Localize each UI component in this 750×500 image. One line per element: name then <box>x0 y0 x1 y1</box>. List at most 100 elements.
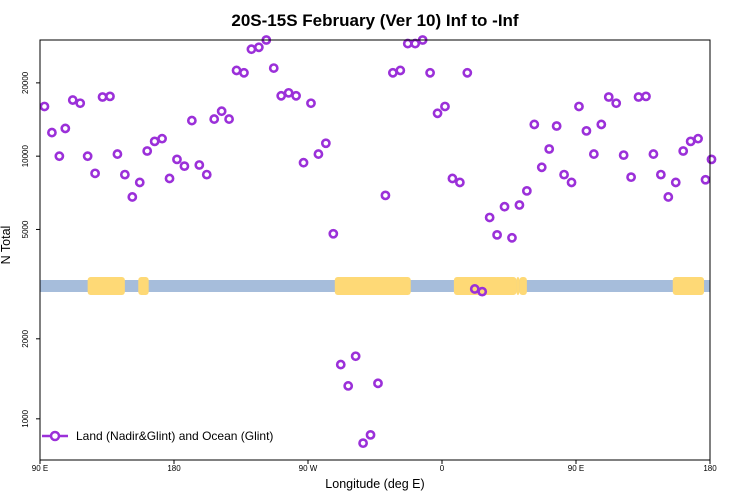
land-segment <box>334 277 411 295</box>
data-point <box>82 151 93 162</box>
data-point <box>581 125 592 136</box>
data-point <box>603 92 614 102</box>
data-point <box>239 67 249 78</box>
data-point <box>216 106 227 117</box>
data-point <box>112 149 123 159</box>
data-point <box>447 173 458 184</box>
data-point <box>425 67 435 78</box>
data-point <box>492 229 502 240</box>
data-point <box>105 91 115 102</box>
data-point <box>90 168 100 179</box>
data-point <box>663 192 674 202</box>
y-tick-label: 10000 <box>21 144 30 167</box>
land-segment <box>672 277 705 295</box>
data-point <box>172 154 182 165</box>
x-tick-label: 180 <box>703 464 717 473</box>
data-point <box>514 200 525 210</box>
data-point <box>194 160 205 170</box>
data-point <box>380 190 391 201</box>
data-point <box>253 42 264 53</box>
data-point <box>544 144 555 154</box>
data-point <box>588 149 599 159</box>
data-point <box>97 92 108 102</box>
data-point <box>343 381 354 391</box>
data-point <box>655 169 666 180</box>
data-point <box>499 201 510 212</box>
data-point <box>521 185 532 196</box>
data-point <box>484 212 495 223</box>
data-point <box>224 114 234 124</box>
data-point <box>373 378 383 389</box>
data-point <box>670 177 681 188</box>
data-point <box>507 232 517 243</box>
data-point <box>246 44 257 55</box>
data-point <box>60 123 71 134</box>
y-tick-label: 2000 <box>21 329 30 347</box>
data-point <box>54 151 65 162</box>
data-point <box>566 177 577 188</box>
data-point <box>306 98 316 109</box>
data-point <box>149 136 160 147</box>
x-tick-label: 180 <box>167 464 181 473</box>
chart-title: 20S-15S February (Ver 10) Inf to -Inf <box>231 11 519 30</box>
data-point <box>387 67 398 78</box>
data-point <box>633 92 644 102</box>
data-point <box>432 108 443 119</box>
x-tick-label: 0 <box>440 464 445 473</box>
data-point <box>335 359 346 370</box>
x-tick-label: 90 W <box>299 464 318 473</box>
y-tick-label: 1000 <box>21 409 30 427</box>
x-tick-label: 90 E <box>568 464 584 473</box>
legend: Land (Nadir&Glint) and Ocean (Glint) <box>42 429 273 443</box>
data-point <box>291 90 301 101</box>
data-point <box>618 150 629 161</box>
data-point <box>706 154 717 165</box>
data-points <box>39 35 717 449</box>
data-point <box>700 174 711 185</box>
axes: 90 E 180 90 W 0 90 E 180 5000 10000 20000 1000 200… <box>21 71 717 473</box>
x-axis-label: Longitude (deg E) <box>325 477 424 491</box>
data-point <box>693 133 703 144</box>
land-segment <box>516 277 520 295</box>
data-point <box>529 119 540 130</box>
data-point <box>201 169 212 180</box>
land-segment <box>87 277 125 295</box>
data-point <box>462 67 473 78</box>
data-point <box>350 351 361 362</box>
data-point <box>268 63 279 73</box>
y-axis-label: N Total <box>0 226 13 265</box>
data-point <box>283 87 294 98</box>
data-point <box>611 98 622 109</box>
land-ocean-mask <box>40 277 710 295</box>
data-point <box>67 95 78 105</box>
data-point <box>477 286 488 297</box>
data-point <box>410 38 421 49</box>
data-point <box>536 162 547 173</box>
data-point <box>440 101 450 112</box>
legend-marker <box>49 430 61 442</box>
data-point <box>134 177 145 188</box>
data-point <box>164 173 175 184</box>
data-point <box>320 138 331 149</box>
data-point <box>157 133 167 144</box>
y-tick-label: 20000 <box>21 71 30 94</box>
data-point <box>685 136 696 147</box>
data-point <box>313 149 324 159</box>
data-point <box>402 38 413 49</box>
data-point <box>127 192 138 202</box>
data-point <box>626 172 636 183</box>
data-point <box>142 146 153 156</box>
data-point <box>328 228 339 239</box>
data-point <box>298 157 309 168</box>
data-point <box>186 115 197 126</box>
y-tick-label: 5000 <box>21 220 30 238</box>
data-point <box>395 65 406 76</box>
data-point <box>648 149 659 159</box>
data-point <box>209 114 220 124</box>
legend-label: Land (Nadir&Glint) and Ocean (Glint) <box>76 429 273 443</box>
data-point <box>596 119 607 130</box>
data-point <box>75 98 86 109</box>
data-point <box>358 438 368 449</box>
plot-frame <box>39 39 711 461</box>
